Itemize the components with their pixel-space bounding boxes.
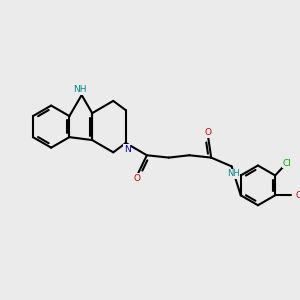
Text: NH: NH [227, 169, 240, 178]
Text: N: N [124, 145, 130, 154]
Text: O: O [205, 128, 212, 137]
Text: O: O [133, 174, 140, 183]
Text: Cl: Cl [282, 159, 291, 168]
Text: NH: NH [74, 85, 87, 94]
Text: O: O [295, 191, 300, 200]
